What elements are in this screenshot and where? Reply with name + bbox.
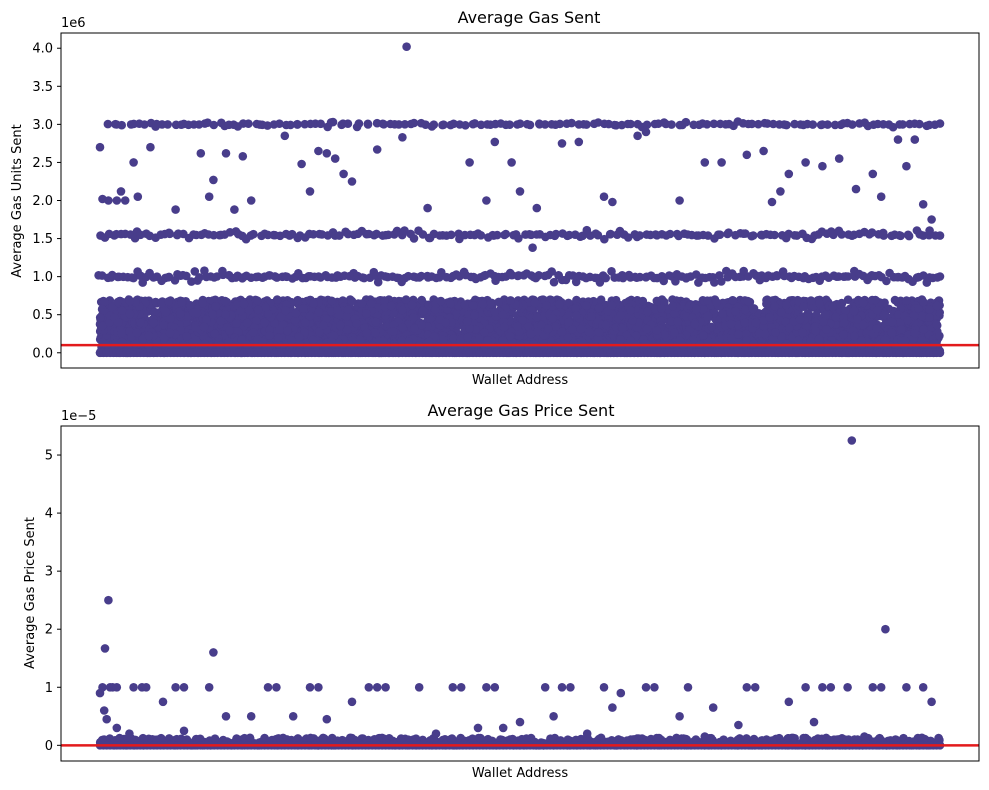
data-point (935, 308, 944, 317)
chart-title: Average Gas Sent (458, 8, 601, 27)
y-axis-label: Average Gas Units Sent (10, 124, 25, 277)
offset-text: 1e6 (61, 16, 86, 31)
data-point (149, 308, 159, 317)
data-point (347, 296, 357, 306)
scatter-plot-area (61, 42, 979, 358)
chart-average-gas-sent: Average Gas Sent 1e6 Average Gas Units S… (10, 8, 980, 388)
data-point (572, 295, 581, 305)
x-axis-label: Wallet Address (472, 373, 568, 388)
data-point (890, 295, 900, 305)
